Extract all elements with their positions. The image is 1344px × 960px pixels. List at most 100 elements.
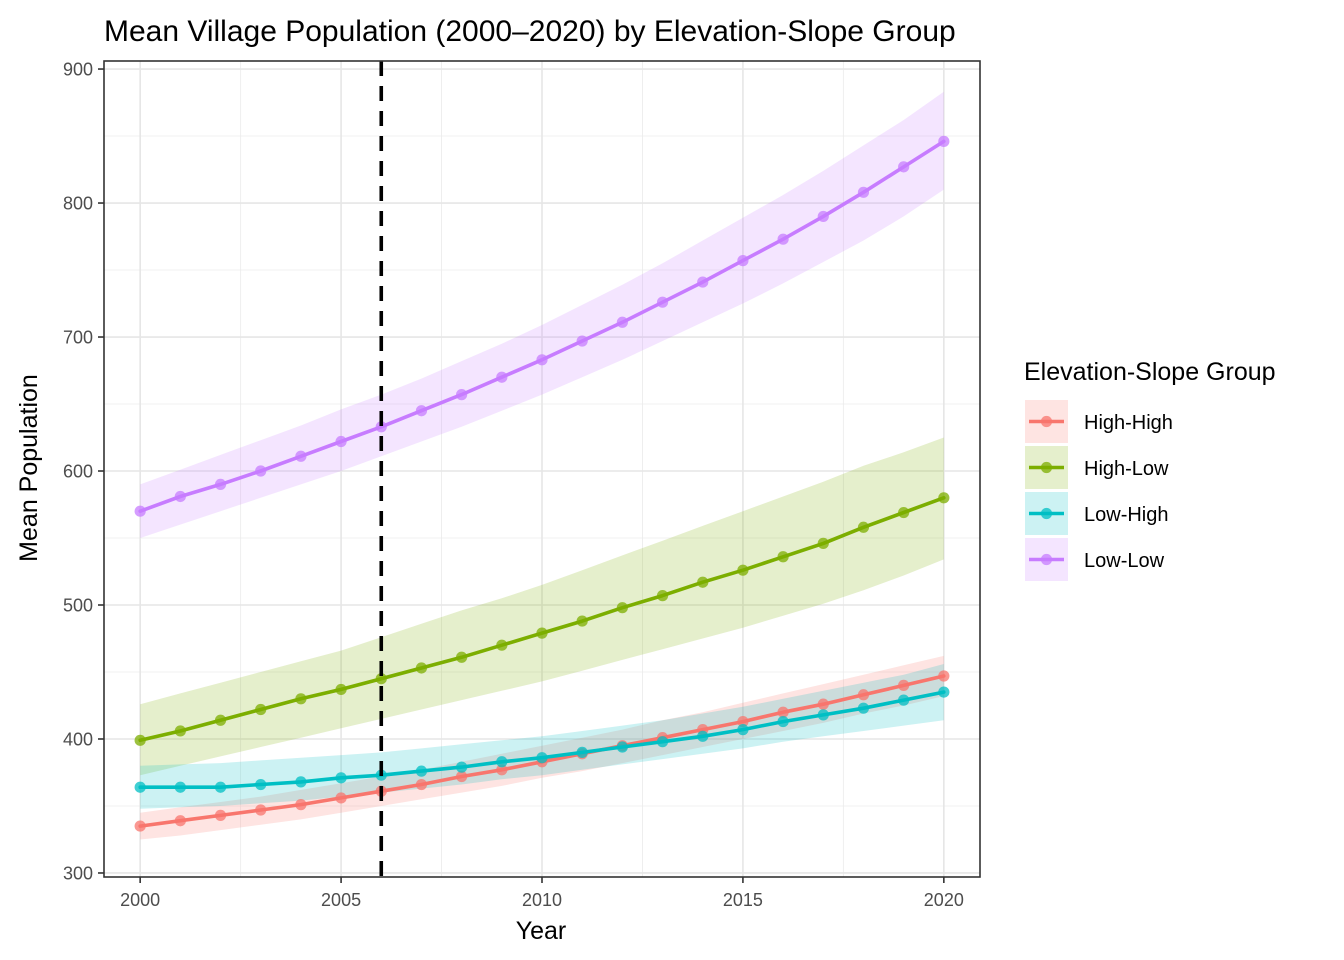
legend-label-low-low: Low-Low xyxy=(1084,550,1165,572)
point-low-high xyxy=(174,781,186,793)
point-high-low xyxy=(938,492,950,504)
point-low-low xyxy=(576,335,588,347)
point-low-high xyxy=(214,781,227,793)
legend-key-point-high-high xyxy=(1040,415,1053,428)
y-tick-label: 600 xyxy=(63,462,93,482)
point-high-low xyxy=(174,725,186,737)
point-high-low xyxy=(616,602,628,614)
point-low-low xyxy=(496,371,508,383)
point-low-high xyxy=(616,741,628,753)
point-low-low xyxy=(817,210,829,223)
point-low-high xyxy=(737,724,749,736)
point-high-low xyxy=(737,564,749,576)
point-low-low xyxy=(375,421,387,433)
point-high-high xyxy=(737,715,749,728)
y-tick-label: 900 xyxy=(63,60,93,80)
point-low-low xyxy=(857,186,870,198)
point-low-high xyxy=(817,709,829,721)
point-high-high xyxy=(777,706,789,718)
point-low-low xyxy=(415,405,428,417)
point-low-low xyxy=(898,161,910,173)
point-low-high xyxy=(456,761,468,773)
point-low-low xyxy=(656,296,669,308)
point-low-high xyxy=(134,781,146,793)
point-high-low xyxy=(898,506,910,519)
legend-title: Elevation-Slope Group xyxy=(1024,358,1276,386)
point-high-low xyxy=(335,683,347,696)
y-tick-label: 700 xyxy=(63,328,93,348)
point-high-high xyxy=(214,809,227,821)
point-low-high xyxy=(255,778,267,791)
point-low-high xyxy=(777,715,789,728)
point-low-high xyxy=(295,776,307,788)
point-low-high xyxy=(898,694,910,706)
legend-label-high-low: High-Low xyxy=(1084,458,1169,480)
point-high-low xyxy=(496,639,508,651)
point-high-high xyxy=(335,792,347,804)
point-high-high xyxy=(496,764,508,776)
point-high-high xyxy=(456,770,468,783)
x-tick-label: 2015 xyxy=(723,890,763,910)
point-low-low xyxy=(697,276,709,288)
point-high-low xyxy=(697,576,709,588)
point-low-low xyxy=(737,255,749,267)
point-high-low xyxy=(576,615,588,627)
point-high-high xyxy=(134,820,146,832)
legend-key-point-low-high xyxy=(1040,507,1053,520)
point-high-low xyxy=(255,703,267,716)
point-low-high xyxy=(576,746,588,758)
legend-key-point-low-low xyxy=(1040,553,1053,566)
point-low-high xyxy=(335,772,347,784)
point-low-high xyxy=(938,686,950,698)
point-low-low xyxy=(134,505,146,517)
point-high-high xyxy=(857,689,870,701)
point-high-low xyxy=(857,521,870,533)
point-low-low xyxy=(255,465,267,477)
legend: Elevation-Slope Group High-High High-Low L… xyxy=(1024,358,1276,581)
x-axis-title: Year xyxy=(516,917,567,945)
x-tick-label: 2020 xyxy=(924,890,964,910)
point-high-low xyxy=(817,537,829,549)
x-tick-label: 2005 xyxy=(321,890,361,910)
point-low-low xyxy=(456,389,468,401)
point-low-low xyxy=(616,316,628,328)
point-low-high xyxy=(697,730,709,742)
point-low-high xyxy=(857,702,870,714)
point-low-low xyxy=(938,135,950,147)
point-low-low xyxy=(335,435,347,448)
legend-key-point-high-low xyxy=(1040,461,1053,474)
point-high-low xyxy=(134,734,146,746)
point-high-high xyxy=(898,679,910,691)
ribbon-low-low xyxy=(140,91,944,539)
x-tick-label: 2010 xyxy=(522,890,562,910)
y-tick-label: 300 xyxy=(63,863,93,883)
x-tick-label: 2000 xyxy=(120,890,160,910)
point-high-low xyxy=(456,651,468,663)
chart-title: Mean Village Population (2000–2020) by E… xyxy=(104,15,956,48)
point-high-high xyxy=(174,815,186,827)
y-axis-title: Mean Population xyxy=(15,374,43,562)
point-high-high xyxy=(295,799,307,811)
point-high-low xyxy=(656,590,669,602)
point-low-low xyxy=(295,450,307,462)
point-high-high xyxy=(415,778,428,791)
point-low-low xyxy=(214,478,227,491)
point-low-low xyxy=(536,354,548,366)
point-high-low xyxy=(777,551,789,563)
point-high-low xyxy=(214,714,227,726)
plot-area: 2000 2005 2010 2015 2020 300 400 500 600 700 800 90… xyxy=(63,60,981,910)
point-low-high xyxy=(415,765,428,777)
y-tick-label: 800 xyxy=(63,194,93,214)
legend-label-low-high: Low-High xyxy=(1084,504,1168,526)
point-high-low xyxy=(415,662,428,674)
point-low-high xyxy=(536,752,548,764)
point-high-high xyxy=(817,698,829,710)
point-high-low xyxy=(375,673,387,685)
point-high-low xyxy=(295,693,307,705)
point-high-high xyxy=(255,804,267,816)
y-tick-label: 400 xyxy=(63,729,93,749)
point-low-low xyxy=(777,233,789,245)
legend-label-high-high: High-High xyxy=(1084,412,1173,434)
point-low-low xyxy=(174,490,186,503)
